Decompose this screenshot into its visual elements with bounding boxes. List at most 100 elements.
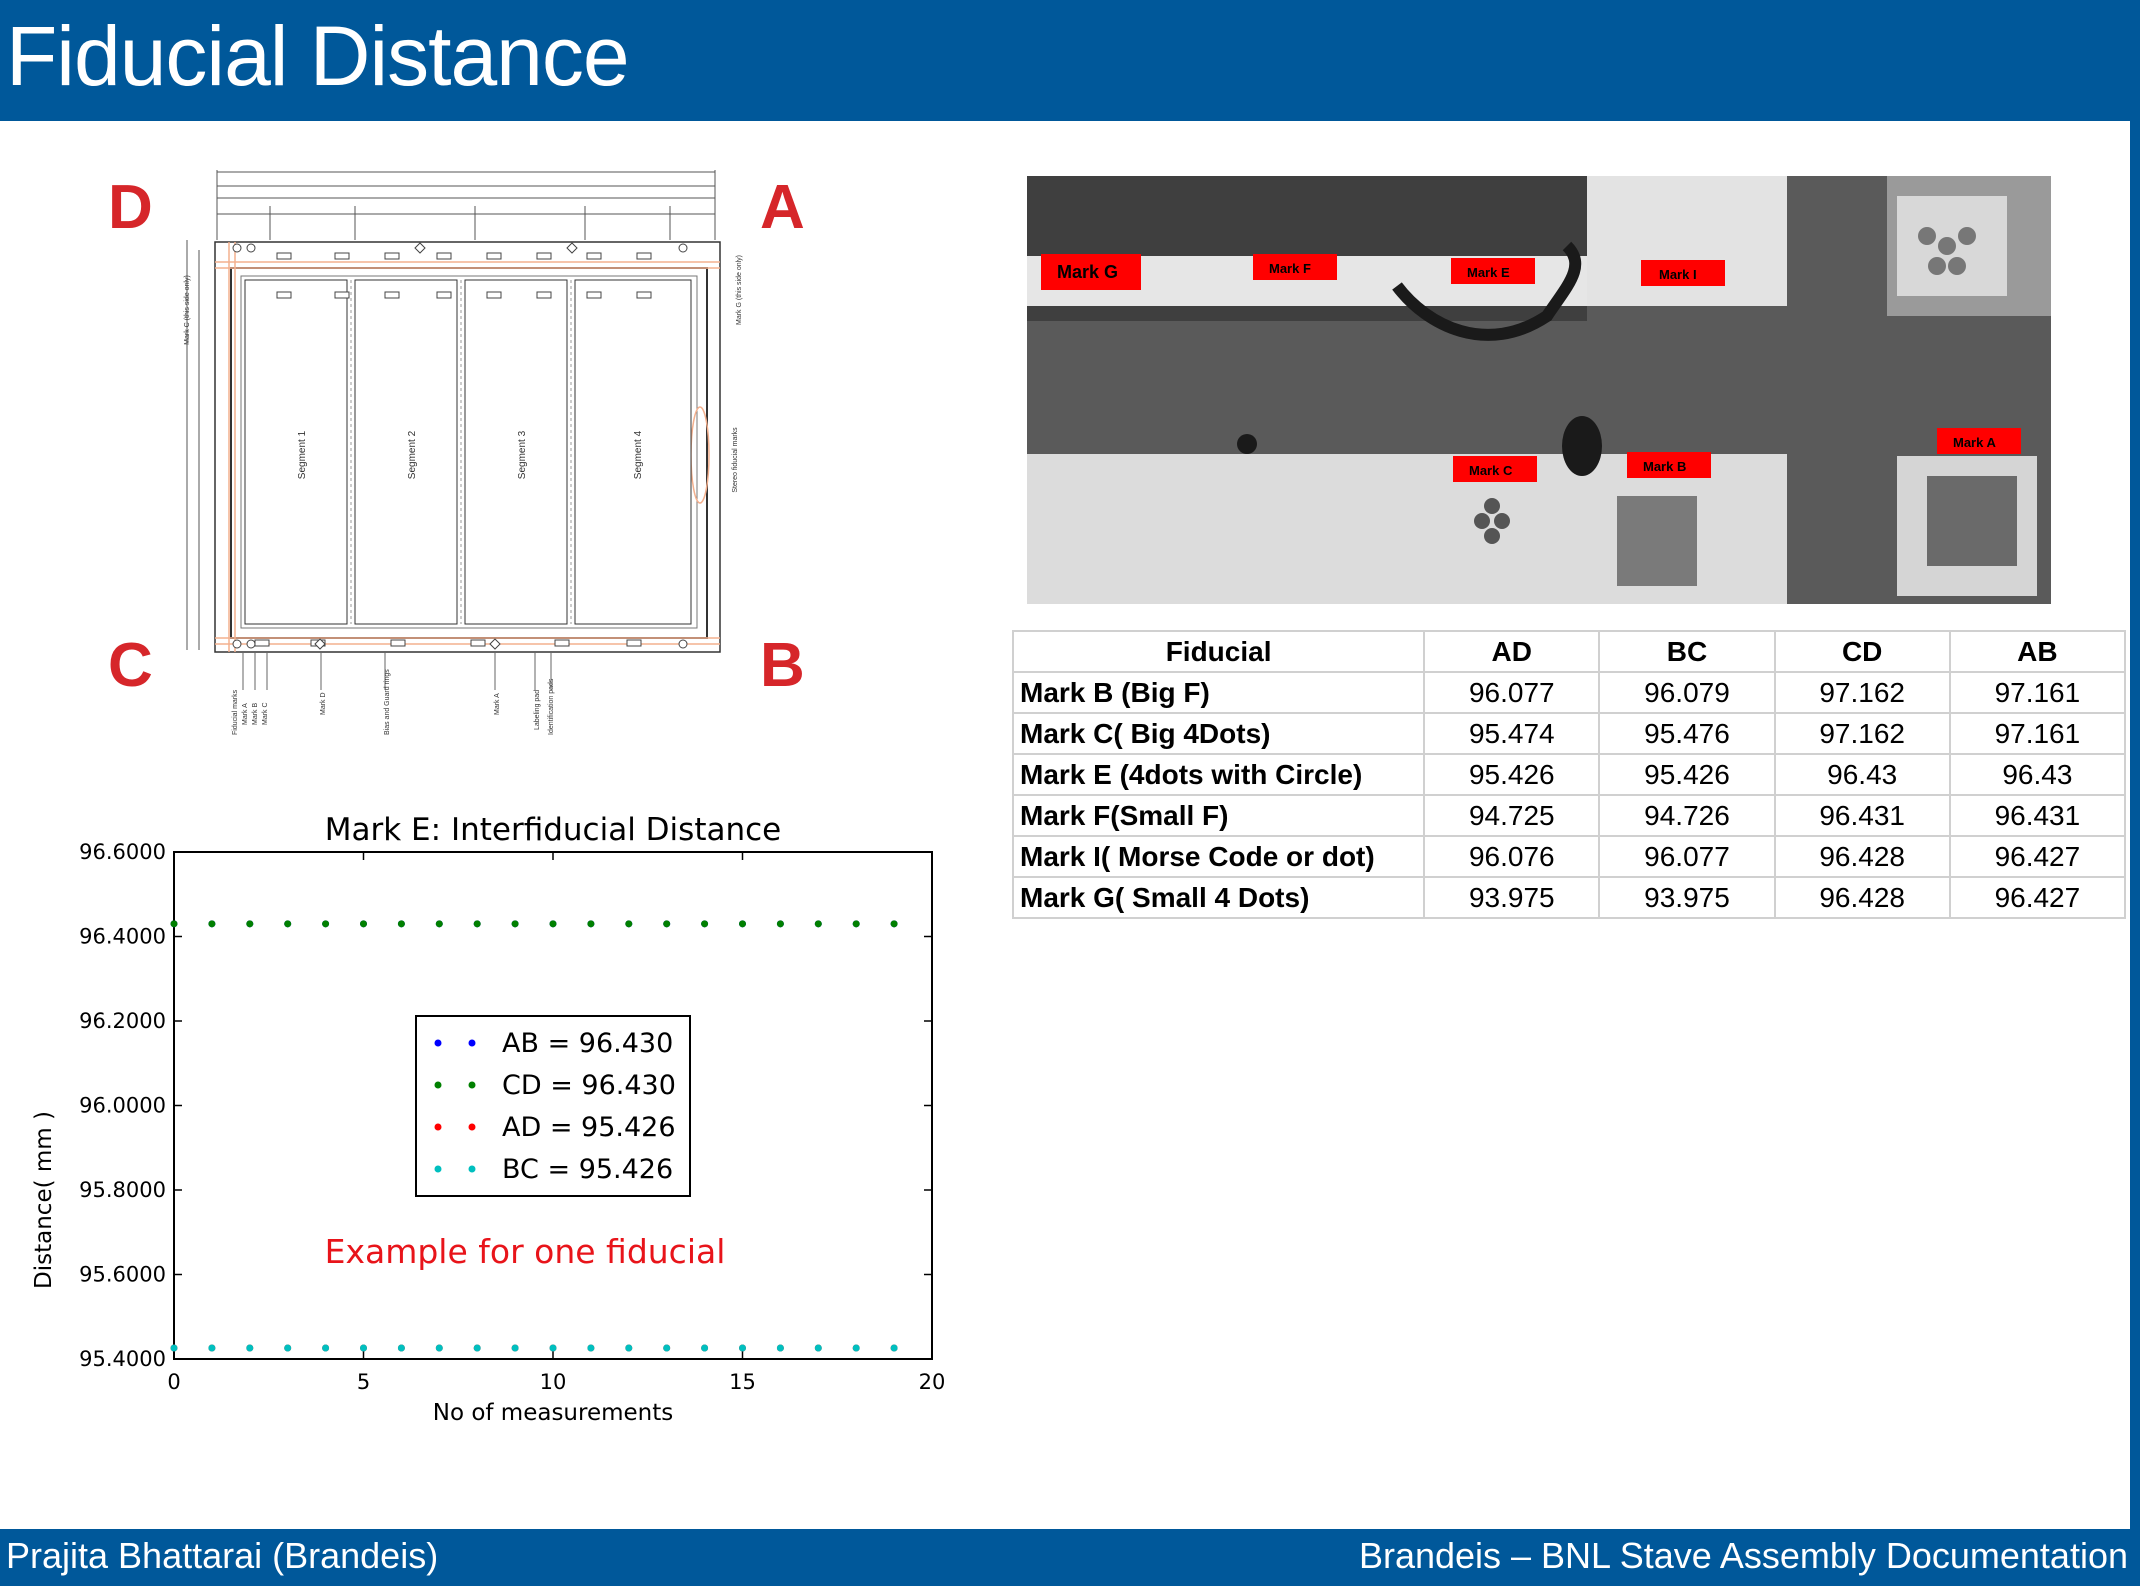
table-row: Mark I( Morse Code or dot) 96.076 96.077… [1011, 835, 2127, 878]
data-point-series-3 [549, 1344, 557, 1352]
fiducial-distance-table: Fiducial AD BC CD AB Mark B (Big F) 96.0… [1011, 630, 2127, 919]
cell-fiducial: Mark G( Small 4 Dots) [1011, 876, 1426, 919]
data-point-series-3 [852, 1344, 860, 1352]
header-cd: CD [1773, 630, 1951, 673]
cell-cd: 97.162 [1773, 671, 1951, 714]
cell-cd: 97.162 [1773, 712, 1951, 755]
data-point-series-1 [663, 920, 671, 928]
cell-ab: 96.431 [1948, 794, 2127, 837]
legend-box [415, 1015, 691, 1197]
data-point-series-3 [170, 1344, 178, 1352]
footer-project: Brandeis – BNL Stave Assembly Documentat… [1358, 1535, 2128, 1576]
table-row: Mark B (Big F) 96.077 96.079 97.162 97.1… [1011, 671, 2127, 714]
data-point-series-3 [701, 1344, 709, 1352]
data-point-series-3 [776, 1344, 784, 1352]
data-point-series-3 [360, 1344, 367, 1352]
data-point-series-1 [587, 920, 595, 928]
data-point-series-1 [246, 920, 254, 928]
photo-label-mark-i: Mark I [1659, 267, 1697, 282]
legend-marker [434, 1165, 442, 1173]
table-row: Mark E (4dots with Circle) 95.426 95.426… [1011, 753, 2127, 796]
legend-marker [468, 1039, 476, 1047]
photo-label-mark-c: Mark C [1469, 463, 1513, 478]
corner-label-d: D [108, 173, 153, 242]
data-point-series-1 [208, 920, 216, 928]
data-point-series-1 [625, 920, 633, 928]
photo-label-mark-b: Mark B [1643, 459, 1686, 474]
bottom-label-mark-a-2: Mark A [494, 693, 501, 715]
chart-x-axis-label: No of measurements [433, 1400, 674, 1426]
bottom-label-mark-d: Mark D [320, 692, 327, 715]
data-point-series-1 [701, 920, 709, 928]
y-tick-label: 96.6000 [79, 840, 166, 864]
interfiducial-distance-chart: Mark E: Interfiducial Distance No of mea… [31, 812, 946, 1426]
y-tick-label: 95.8000 [79, 1178, 166, 1202]
segment-4-label: Segment 4 [633, 430, 644, 479]
cell-ad: 93.975 [1423, 876, 1601, 919]
data-point-series-1 [511, 920, 519, 928]
table-header-row: Fiducial AD BC CD AB [1011, 630, 2127, 673]
stereo-marks-label: Stereo fiducial marks [732, 427, 739, 493]
data-point-series-1 [170, 920, 178, 928]
cell-ad: 94.725 [1423, 794, 1601, 837]
corner-label-b: B [760, 631, 805, 700]
cell-bc: 93.975 [1598, 876, 1776, 919]
legend-marker [434, 1081, 442, 1089]
chart-y-axis-label: Distance( mm ) [31, 1111, 57, 1289]
x-tick-label: 20 [919, 1370, 946, 1394]
data-point-series-3 [511, 1344, 519, 1352]
cell-fiducial: Mark F(Small F) [1011, 794, 1426, 837]
data-point-series-1 [322, 920, 330, 928]
legend-label: AD = 95.426 [502, 1112, 676, 1143]
cell-cd: 96.431 [1773, 794, 1951, 837]
segment-3-label: Segment 3 [517, 430, 528, 479]
data-point-series-3 [814, 1344, 822, 1352]
cell-bc: 96.077 [1598, 835, 1776, 878]
data-point-series-1 [739, 920, 746, 928]
y-tick-label: 95.6000 [79, 1263, 166, 1287]
bottom-label-bias-guard: Bias and Guard rings [384, 669, 391, 735]
x-tick-label: 5 [357, 1370, 370, 1394]
chart-annotation: Example for one fiducial [325, 1232, 726, 1271]
data-point-series-3 [625, 1344, 633, 1352]
x-tick-label: 10 [540, 1370, 567, 1394]
cell-ad: 95.426 [1423, 753, 1601, 796]
chart-legend: AB = 96.430 CD = 96.430 AD = 95.426 BC = 95… [415, 1015, 691, 1197]
cell-ab: 97.161 [1948, 712, 2127, 755]
data-point-series-3 [739, 1344, 746, 1352]
data-point-series-3 [284, 1344, 292, 1352]
legend-marker [468, 1123, 476, 1131]
cell-bc: 94.726 [1598, 794, 1776, 837]
data-point-series-1 [890, 920, 898, 928]
y-tick-label: 96.0000 [79, 1094, 166, 1118]
slide-title: Fiducial Distance [6, 9, 630, 103]
data-point-series-3 [663, 1344, 671, 1352]
cell-bc: 96.079 [1598, 671, 1776, 714]
cell-ad: 96.077 [1423, 671, 1601, 714]
cell-bc: 95.426 [1598, 753, 1776, 796]
bottom-label-mark-c: Mark C [262, 702, 269, 725]
y-tick-label: 96.4000 [79, 925, 166, 949]
legend-marker [468, 1165, 476, 1173]
cell-bc: 95.476 [1598, 712, 1776, 755]
legend-marker [468, 1081, 476, 1089]
header-bc: BC [1598, 630, 1776, 673]
y-tick-label: 96.2000 [79, 1009, 166, 1033]
legend-marker [434, 1123, 442, 1131]
header-ab: AB [1948, 630, 2127, 673]
legend-label: AB = 96.430 [502, 1028, 673, 1059]
cell-fiducial: Mark E (4dots with Circle) [1011, 753, 1426, 796]
header-ad: AD [1423, 630, 1601, 673]
cell-ab: 97.161 [1948, 671, 2127, 714]
data-point-series-3 [890, 1344, 898, 1352]
cell-cd: 96.43 [1773, 753, 1951, 796]
data-point-series-3 [246, 1344, 254, 1352]
mark-c-side-label: Mark C (this side only) [184, 275, 191, 345]
data-point-series-1 [549, 920, 557, 928]
legend-label: CD = 96.430 [502, 1070, 676, 1101]
data-point-series-1 [852, 920, 860, 928]
data-point-series-1 [473, 920, 481, 928]
footer-bar: Prajita Bhattarai (Brandeis) Brandeis – … [0, 1529, 2140, 1586]
fiducial-microscope-photo: Mark G Mark F Mark E Mark I Mark C Mark … [1027, 176, 2051, 604]
bottom-label-mark-b: Mark B [252, 703, 259, 726]
